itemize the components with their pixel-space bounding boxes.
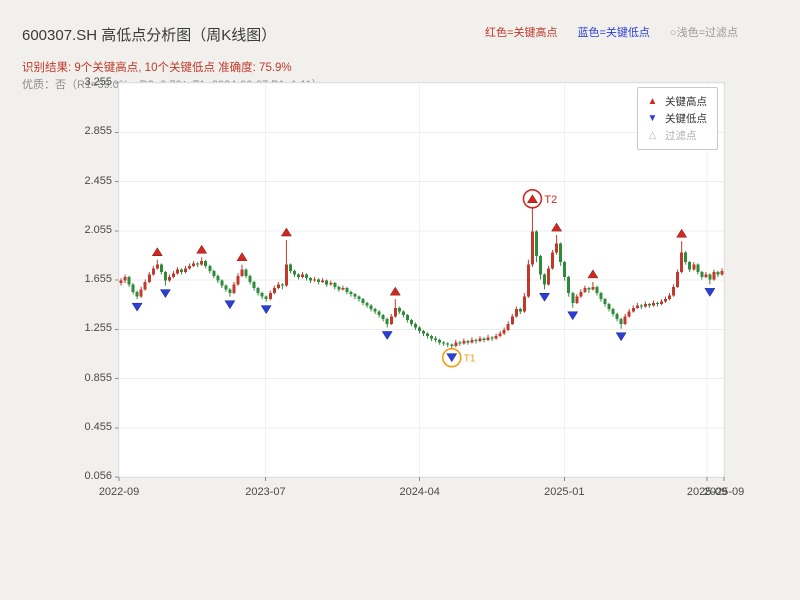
y-tick-label: 3.255 [84, 76, 112, 88]
candlestick-canvas: T2 T1 [115, 82, 725, 481]
recognition-result: 识别结果: 9个关键高点, 10个关键低点 准确度: 75.9% [22, 61, 292, 74]
y-tick-label: 0.056 [84, 470, 112, 482]
x-tick-label: 2023-07 [245, 486, 286, 498]
key-low-triangle-icon: ▼ [647, 112, 658, 124]
legend-label: 过滤点 [665, 130, 697, 142]
y-tick-label: 1.255 [84, 322, 112, 335]
x-tick-label: 2025-01 [544, 486, 585, 498]
top-legend-filtered: ○浅色=过滤点 [669, 27, 738, 39]
page-title: 600307.SH 高低点分析图（周K线图） [22, 27, 277, 45]
chart-legend: ▲ 关键高点 ▼ 关键低点 △ 过滤点 [637, 87, 718, 150]
legend-item-key-high: ▲ 关键高点 [646, 93, 707, 110]
y-tick-label: 0.455 [84, 420, 112, 433]
legend-item-filtered: △ 过滤点 [646, 127, 707, 144]
svg-text:T1: T1 [464, 354, 476, 365]
y-tick-label: 0.855 [84, 371, 112, 384]
y-tick-label: 2.855 [84, 125, 112, 138]
svg-text:T2: T2 [544, 194, 557, 206]
top-legend-key-high: 红色=关键高点 [485, 27, 558, 39]
legend-label: 关键高点 [665, 96, 707, 108]
x-tick-label: 2022-09 [98, 486, 140, 498]
x-tick-label: 2025-09 [703, 486, 745, 498]
x-tick-label: 2024-04 [399, 486, 440, 498]
x-tick-label: 2025-09 [686, 486, 728, 498]
legend-item-key-low: ▼ 关键低点 [646, 110, 707, 127]
y-tick-label: 2.055 [84, 223, 112, 236]
key-high-triangle-icon: ▲ [647, 95, 658, 107]
filtered-triangle-icon: △ [648, 129, 657, 141]
candlestick-plot: T2 T1 [115, 82, 725, 481]
y-tick-label: 1.655 [84, 273, 112, 286]
x-axis: 2022-09 2023-07 2024-04 2025-01 2025-09 2025-… [99, 484, 744, 500]
y-axis: 3.255 2.855 2.455 2.055 1.655 1.255 0.855 0.455… [40, 76, 112, 482]
top-legend-key-low: 蓝色=关键低点 [577, 27, 650, 39]
y-tick-label: 2.455 [84, 174, 112, 187]
legend-label: 关键低点 [665, 113, 707, 125]
top-legend: 红色=关键高点 蓝色=关键低点 ○浅色=过滤点 [485, 24, 738, 40]
